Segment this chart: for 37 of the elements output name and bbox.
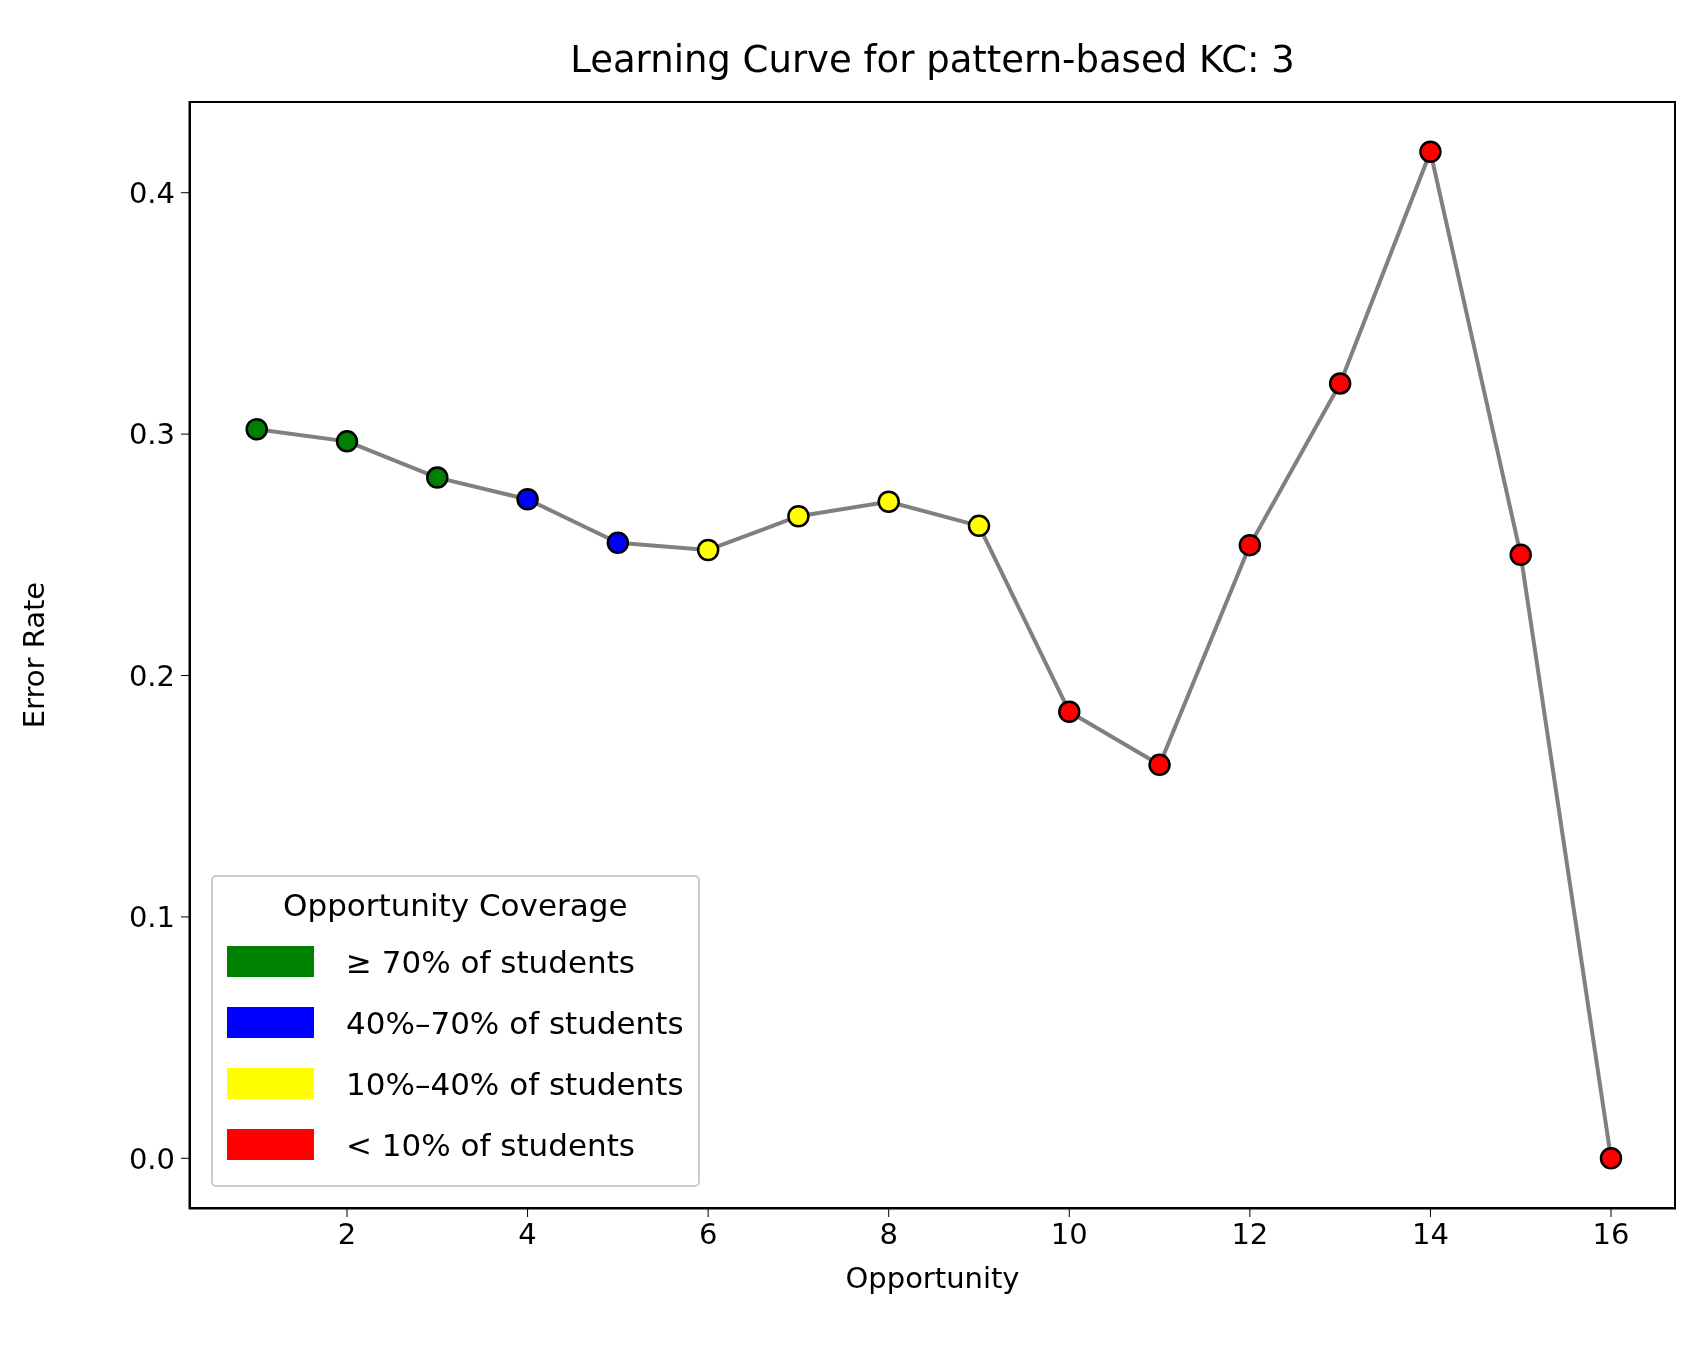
point [1599, 1147, 1623, 1170]
x-axis-title: Opportunity [845, 1260, 1020, 1295]
point [967, 514, 991, 538]
point [877, 490, 900, 513]
y-tick-label: 0.1 [128, 900, 175, 935]
y-tick-label: 0.4 [128, 176, 175, 211]
point [606, 531, 630, 554]
x-tick-label: 10 [1050, 1216, 1088, 1251]
x-tick-label: 6 [698, 1216, 718, 1251]
y-tick-label: 0.0 [128, 1141, 175, 1176]
legend-label: 10%–40% of students [346, 1065, 684, 1102]
x-tick-label: 8 [879, 1216, 898, 1251]
y-axis-title: Error Rate [17, 581, 52, 729]
point [1419, 140, 1442, 163]
point [1509, 543, 1532, 567]
y-tick-label: 0.3 [128, 417, 175, 452]
legend-title: Opportunity Coverage [282, 887, 629, 923]
x-tick-label: 16 [1592, 1216, 1630, 1251]
point [1328, 372, 1352, 395]
x-tick-label: 4 [518, 1216, 537, 1251]
point [696, 538, 720, 562]
y-tick-label: 0.2 [128, 658, 175, 693]
point [335, 430, 359, 453]
point [245, 418, 268, 441]
chart-title: Learning Curve for pattern-based KC: 3 [569, 38, 1296, 81]
point [1238, 533, 1262, 557]
point [1058, 700, 1081, 723]
point [516, 488, 539, 511]
x-tick-label: 12 [1231, 1216, 1269, 1251]
legend-label: 40%–70% of students [346, 1004, 684, 1041]
legend-label: < 10% of students [346, 1126, 635, 1163]
point [426, 466, 449, 489]
point [787, 504, 810, 528]
x-tick-label: 2 [337, 1216, 357, 1251]
point [1148, 753, 1171, 777]
x-tick-label: 14 [1411, 1216, 1449, 1251]
legend-label: ≥ 70% of students [346, 943, 635, 980]
